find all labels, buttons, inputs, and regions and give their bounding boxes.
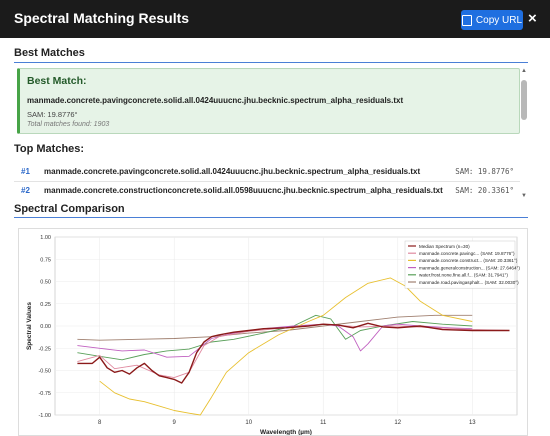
copy-url-label: Copy URL: [475, 14, 523, 26]
match-sam: SAM: 19.8776°: [455, 167, 514, 176]
y-tick-label: -0.75: [38, 391, 51, 397]
copy-url-button[interactable]: Copy URL: [461, 10, 523, 30]
scroll-down-arrow[interactable]: ▼: [521, 193, 527, 199]
scroll-thumb[interactable]: [521, 80, 527, 120]
best-match-title: Best Match:: [27, 75, 87, 87]
best-matches-heading: Best Matches: [14, 47, 85, 59]
y-tick-label: 0.50: [40, 280, 51, 286]
spectral-plot-card: 1.00 0.75 0.50 0.25 0.00 -0.25 -0.50 -0.75 -1.00…: [18, 228, 528, 436]
y-tick-label: -1.00: [38, 413, 51, 419]
legend-label: manmade.concrete.pavingc... (SAM: 19.877…: [419, 251, 515, 256]
y-tick-label: 0.25: [40, 302, 51, 308]
best-match-card: Best Match: manmade.concrete.pavingconcr…: [17, 68, 520, 134]
dialog-title: Spectral Matching Results: [14, 10, 190, 26]
scroll-up-arrow[interactable]: ▲: [521, 68, 527, 74]
spectral-chart: 1.00 0.75 0.50 0.25 0.00 -0.25 -0.50 -0.75 -1.00…: [26, 235, 520, 436]
total-matches: Total matches found: 1903: [27, 121, 110, 128]
y-tick-label: -0.25: [38, 346, 51, 352]
divider: [14, 62, 528, 63]
y-axis-label: Spectral Values: [26, 302, 33, 350]
legend-box: [404, 240, 516, 289]
copy-icon: [461, 14, 472, 26]
match-rank: #2: [21, 186, 30, 195]
divider: [14, 217, 528, 218]
close-button[interactable]: ×: [528, 10, 537, 27]
match-rank: #1: [21, 167, 30, 176]
x-tick-label: 13: [469, 420, 476, 426]
legend-label: water.frost.none.fine.all.f... (SAM: 31.…: [419, 273, 508, 278]
spectral-comparison-heading: Spectral Comparison: [14, 203, 125, 215]
match-name: manmade.concrete.pavingconcrete.solid.al…: [44, 167, 421, 176]
best-match-sam: SAM: 19.8776°: [27, 110, 78, 119]
row-divider: [14, 181, 520, 182]
legend-label: manmade.road.pavingasphalt... (SAM: 32.0…: [419, 280, 519, 285]
x-tick-label: 10: [245, 420, 252, 426]
x-tick-label: 9: [173, 420, 177, 426]
match-row[interactable]: #2 manmade.concrete.constructionconcrete…: [14, 183, 520, 199]
x-axis-label: Wavelength (µm): [260, 429, 312, 435]
title-bar: Spectral Matching Results Copy URL ×: [0, 0, 550, 38]
x-tick-label: 8: [98, 420, 102, 426]
x-tick-label: 12: [394, 420, 401, 426]
scrollbar[interactable]: ▲ ▼: [520, 68, 528, 202]
results-content: Best Matches Best Match: manmade.concret…: [0, 38, 550, 436]
top-matches-heading: Top Matches:: [14, 143, 85, 155]
y-tick-label: 0.75: [40, 257, 51, 263]
legend-label: Median Spectrum (n=30): [419, 244, 470, 249]
best-match-name: manmade.concrete.pavingconcrete.solid.al…: [27, 96, 404, 105]
series-line-2: [99, 277, 473, 416]
series-line-3: [77, 323, 473, 358]
y-tick-label: 0.00: [40, 324, 51, 330]
series-line-0: [77, 322, 510, 384]
match-row[interactable]: #1 manmade.concrete.pavingconcrete.solid…: [14, 164, 520, 180]
match-name: manmade.concrete.constructionconcrete.so…: [44, 186, 443, 195]
legend-label: manmade.generalconstruction... (SAM: 27.…: [419, 265, 520, 270]
y-tick-label: 1.00: [40, 235, 51, 241]
match-sam: SAM: 20.3361°: [455, 186, 514, 195]
legend-label: manmade.concrete.construct... (SAM: 20.3…: [419, 258, 518, 263]
x-tick-label: 11: [320, 420, 327, 426]
y-tick-label: -0.50: [38, 369, 51, 375]
